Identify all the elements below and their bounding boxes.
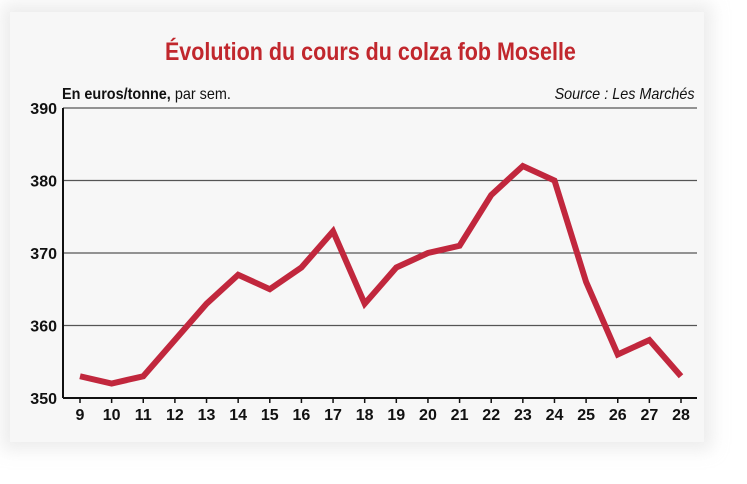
x-tick-27: 27	[640, 407, 658, 424]
series	[79, 162, 684, 387]
y-tick-390: 390	[30, 101, 57, 118]
x-tick-12: 12	[166, 407, 184, 424]
x-tick-13: 13	[198, 407, 216, 424]
x-tick-17: 17	[324, 407, 342, 424]
x-tick-labels: 9 10 11 12 13 14 15 16 17 18 19 20 21 22 23 24 25 26 27 28	[76, 407, 690, 424]
x-tick-25: 25	[577, 407, 595, 424]
unit-label-rest: par sem.	[170, 86, 231, 103]
chart-card	[10, 12, 704, 442]
x-tick-22: 22	[482, 407, 500, 424]
unit-label-bold: En euros/tonne,	[62, 86, 171, 103]
x-tick-14: 14	[229, 407, 247, 424]
x-tick-9: 9	[76, 407, 85, 424]
x-tick-26: 26	[609, 407, 627, 424]
chart-title: Évolution du cours du colza fob Moselle	[164, 38, 576, 66]
x-tick-11: 11	[135, 407, 152, 424]
x-tick-28: 28	[672, 407, 690, 424]
x-tick-10: 10	[103, 407, 121, 424]
y-tick-350: 350	[30, 391, 57, 408]
x-tick-18: 18	[356, 407, 374, 424]
unit-label: En euros/tonne, par sem.	[62, 86, 231, 104]
y-tick-360: 360	[30, 319, 57, 336]
x-tick-21: 21	[451, 407, 469, 424]
y-tick-labels: 350 360 370 380 390	[30, 101, 57, 408]
x-tick-24: 24	[546, 407, 564, 424]
x-tick-23: 23	[514, 407, 532, 424]
series-line	[79, 162, 684, 387]
x-tick-16: 16	[293, 407, 311, 424]
y-tick-380: 380	[30, 174, 57, 191]
source-label: Source : Les Marchés	[554, 86, 695, 103]
x-tick-19: 19	[387, 407, 405, 424]
y-tick-370: 370	[30, 246, 57, 263]
axes	[62, 108, 697, 403]
x-tick-15: 15	[261, 407, 279, 424]
x-tick-20: 20	[419, 407, 437, 424]
gridlines	[63, 107, 697, 327]
